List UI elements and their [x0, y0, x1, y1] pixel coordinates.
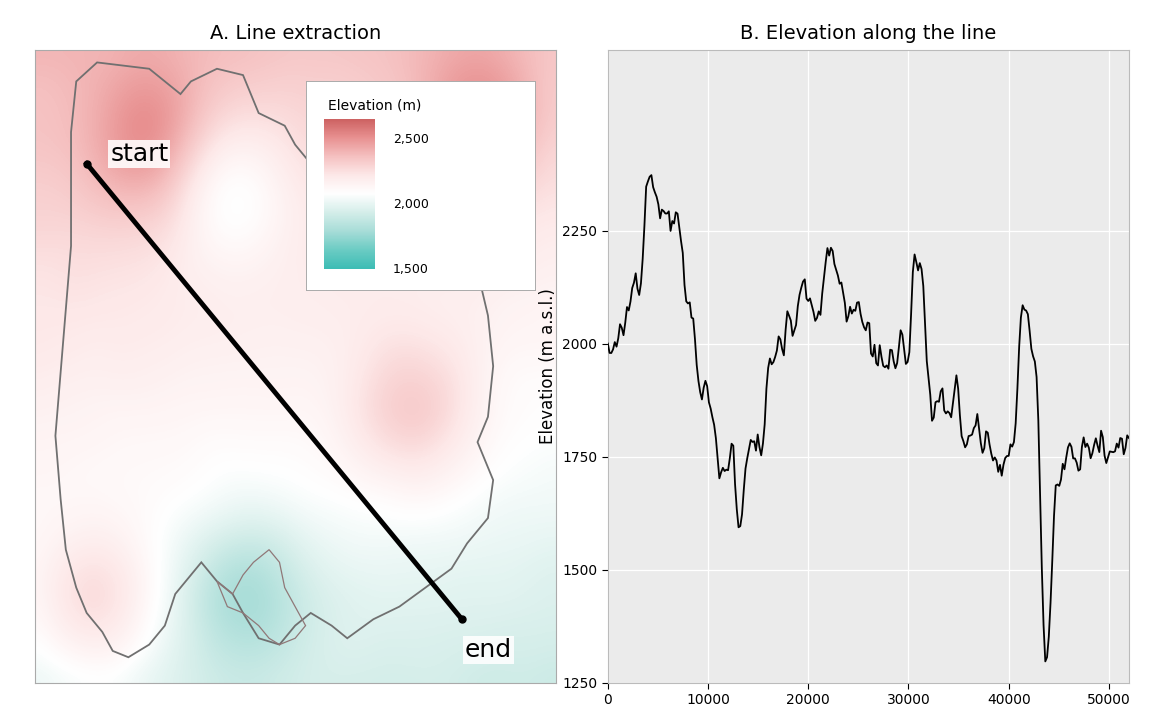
Title: A. Line extraction: A. Line extraction: [210, 23, 381, 43]
Text: end: end: [464, 638, 511, 662]
Text: start: start: [111, 141, 168, 166]
Y-axis label: Elevation (m a.s.l.): Elevation (m a.s.l.): [539, 288, 556, 444]
Title: B. Elevation along the line: B. Elevation along the line: [741, 23, 996, 43]
